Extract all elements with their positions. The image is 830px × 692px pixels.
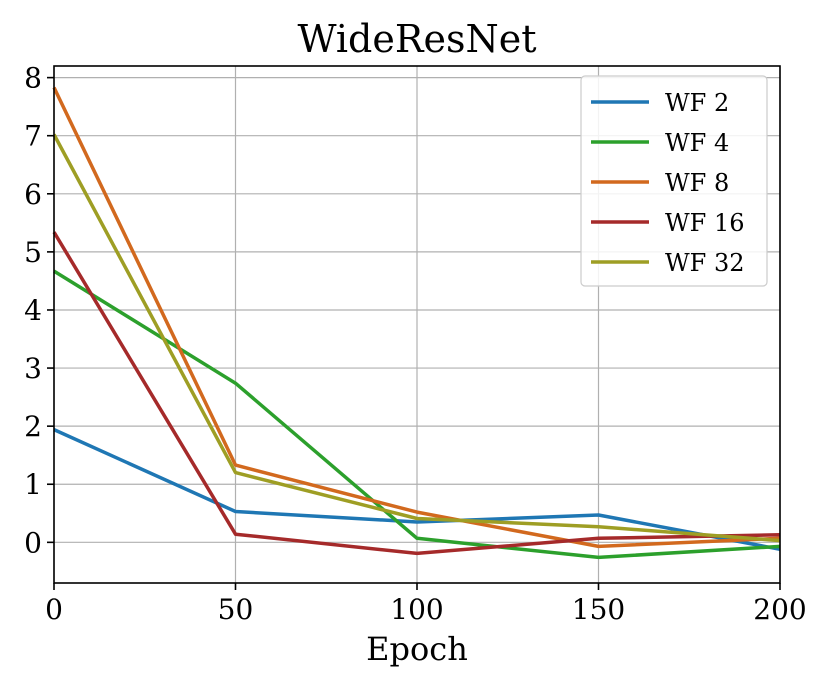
x-tick-label: 0 — [45, 593, 63, 626]
y-tick-label: 2 — [24, 410, 42, 443]
legend-label: WF 16 — [665, 209, 745, 237]
legend-label: WF 4 — [665, 129, 729, 157]
legend: WF 2 WF 4 WF 8 WF 16 WF 32 — [580, 75, 768, 287]
x-tick-label: 200 — [753, 593, 806, 626]
x-tick-label: 50 — [218, 593, 254, 626]
legend-label: WF 32 — [665, 249, 745, 277]
axis-ticks: 0 50 100 150 200 0 1 2 3 4 5 6 7 8 — [24, 62, 807, 626]
legend-label: WF 8 — [665, 169, 729, 197]
series-line-wf-32 — [52, 133, 781, 543]
y-tick-label: 5 — [24, 236, 42, 269]
chart-title: WideResNet — [298, 17, 537, 61]
series-line-wf-8 — [52, 86, 781, 549]
y-tick-label: 3 — [24, 352, 42, 385]
series-lines — [52, 86, 781, 560]
x-tick-label: 100 — [390, 593, 443, 626]
y-tick-label: 8 — [24, 62, 42, 95]
y-tick-label: 6 — [24, 178, 42, 211]
series-line-wf-16 — [52, 231, 781, 556]
x-tick-label: 150 — [572, 593, 625, 626]
y-tick-label: 7 — [24, 120, 42, 153]
y-tick-label: 0 — [24, 526, 42, 559]
legend-box — [580, 75, 768, 287]
y-tick-label: 4 — [24, 294, 42, 327]
series-line-wf-4 — [53, 269, 781, 560]
legend-label: WF 2 — [665, 89, 729, 117]
y-tick-label: 1 — [24, 468, 42, 501]
series-line-wf-2 — [53, 428, 781, 552]
x-axis-label: Epoch — [366, 630, 468, 668]
